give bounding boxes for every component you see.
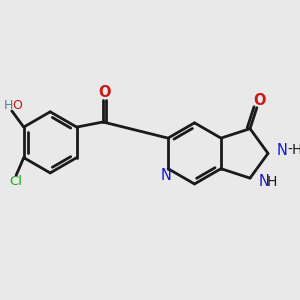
Text: H: H — [292, 143, 300, 157]
Text: H: H — [267, 175, 277, 188]
Text: H: H — [4, 99, 13, 112]
Text: N: N — [160, 168, 171, 183]
Text: N: N — [258, 174, 269, 189]
Text: O: O — [98, 85, 111, 100]
Text: -: - — [288, 143, 292, 157]
Text: Cl: Cl — [10, 175, 22, 188]
Text: N: N — [276, 142, 287, 158]
Text: O: O — [12, 99, 22, 112]
Text: O: O — [253, 92, 266, 107]
